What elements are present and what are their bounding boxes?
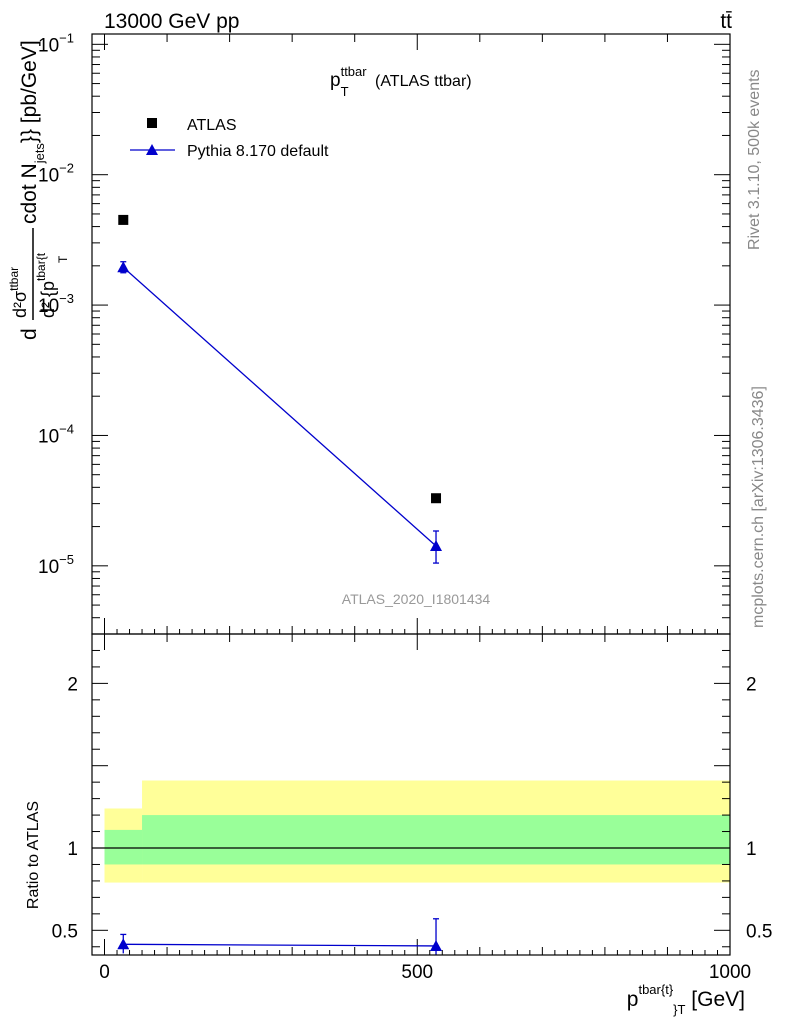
ylabel-den: d² {p [38,281,58,318]
ylabel-rest-sub: jets [32,143,47,165]
ratio-y-axis-label: Ratio to ATLAS [25,801,42,909]
ylabel-rest: cdot N [18,163,41,224]
ratio-frame [91,633,731,956]
xlabel-rest: [GeV] [685,988,745,1011]
legend-atlas-label: ATLAS [187,117,237,134]
legend-atlas-marker [147,118,157,128]
energy-label: 13000 GeV pp [104,10,239,33]
plot-title-sup: ttbar [341,64,368,79]
main-x-ticks [104,34,731,634]
atlas-data-point [431,493,442,504]
xlabel-sub: } [673,1002,678,1017]
plot-title-p: p [330,70,341,91]
ylabel-den-sub: T [56,255,70,263]
ylabel-num-sup: ttbar [7,267,21,291]
ratio-y-tick-label-right: 0.5 [746,921,772,942]
ylabel-num-sigma: σ [10,291,30,302]
main-y-tick-label: 10−1 [38,30,74,56]
pythia-ratio-line [123,943,437,947]
main-y-tick-label: 10−5 [38,552,74,578]
stat-uncertainty-bin [104,829,143,865]
xlabel-sub-t: T [678,1002,686,1017]
mcplots-label: mcplots.cern.ch [arXiv:1306.3436] [750,386,767,628]
svg-text:d: d [18,328,41,340]
ratio-series [117,918,443,955]
pythia-data-point [117,261,130,273]
legend-pythia-label: Pythia 8.170 default [187,143,329,160]
ratio-y-tick-label-left: 2 [67,674,78,695]
x-axis-label: ptbar{t}}T [GeV] [627,982,745,1017]
svg-text:cdot Njets}} [pb/GeV]: cdot Njets}} [pb/GeV] [18,40,47,224]
ratio-y-tick-label-left: 1 [67,839,78,860]
ratio-y-tick-label-right: 2 [746,674,757,695]
stat-uncertainty-bin [142,815,731,865]
pythia-line [122,266,437,547]
ratio-x-tick-label: 1000 [709,962,751,983]
svg-text:d² {ptbar{tT: d² {ptbar{t T [34,252,70,318]
main-y-tick-label: 10−3 [38,291,74,317]
rivet-label: Rivet 3.1.10, 500k events [746,69,763,250]
ylabel-num-d2: d² [10,302,30,318]
xlabel-sup: tbar{t} [638,982,673,997]
plot-title-rest: (ATLAS ttbar) [371,73,472,90]
main-series [117,214,443,564]
svg-text:d²σttbar: d²σttbar [7,267,30,318]
main-y-ticks: 10−1 10−2 10−3 10−4 10−5 [38,30,730,635]
pythia-ratio-point [430,939,443,951]
plot-title: pttbar T (ATLAS ttbar) [330,64,472,99]
xlabel-p: p [627,988,639,1011]
ratio-bands [104,780,731,883]
atlas-data-point [118,214,129,225]
ratio-y-tick-label-right: 1 [746,839,757,860]
ylabel-den-sup: tbar{t [34,252,48,281]
legend: ATLAS Pythia 8.170 default [130,117,329,160]
ylabel-d: d [18,328,41,340]
process-label: tt̄ [720,10,732,33]
analysis-watermark: ATLAS_2020_I1801434 [342,591,491,607]
ratio-y-tick-label-left: 0.5 [52,921,78,942]
pythia-ratio-point [117,938,130,950]
ylabel-rest-end: }} [pb/GeV] [18,40,41,143]
main-y-tick-label: 10−4 [38,421,74,447]
main-y-tick-label: 10−2 [38,161,74,187]
ratio-x-tick-label: 500 [401,962,433,983]
ratio-x-tick-label: 0 [99,962,110,983]
ratio-panel: 0.5 0.5 1 1 2 2 0 500 1000 Ratio to ATLAS ptbar… [25,633,772,1017]
plot-title-sub: T [341,84,349,99]
ratio-y-ticks: 0.5 0.5 1 1 2 2 [52,649,772,948]
legend-pythia-marker [146,144,158,155]
main-panel: 10−110−210−310−410−5 pttbar T (ATLAS ttba… [7,30,731,635]
pythia-data-point [430,539,443,551]
main-y-axis-label: d d²σttbar d² {ptbar{t T cdot Njets}} [pb… [7,40,70,340]
